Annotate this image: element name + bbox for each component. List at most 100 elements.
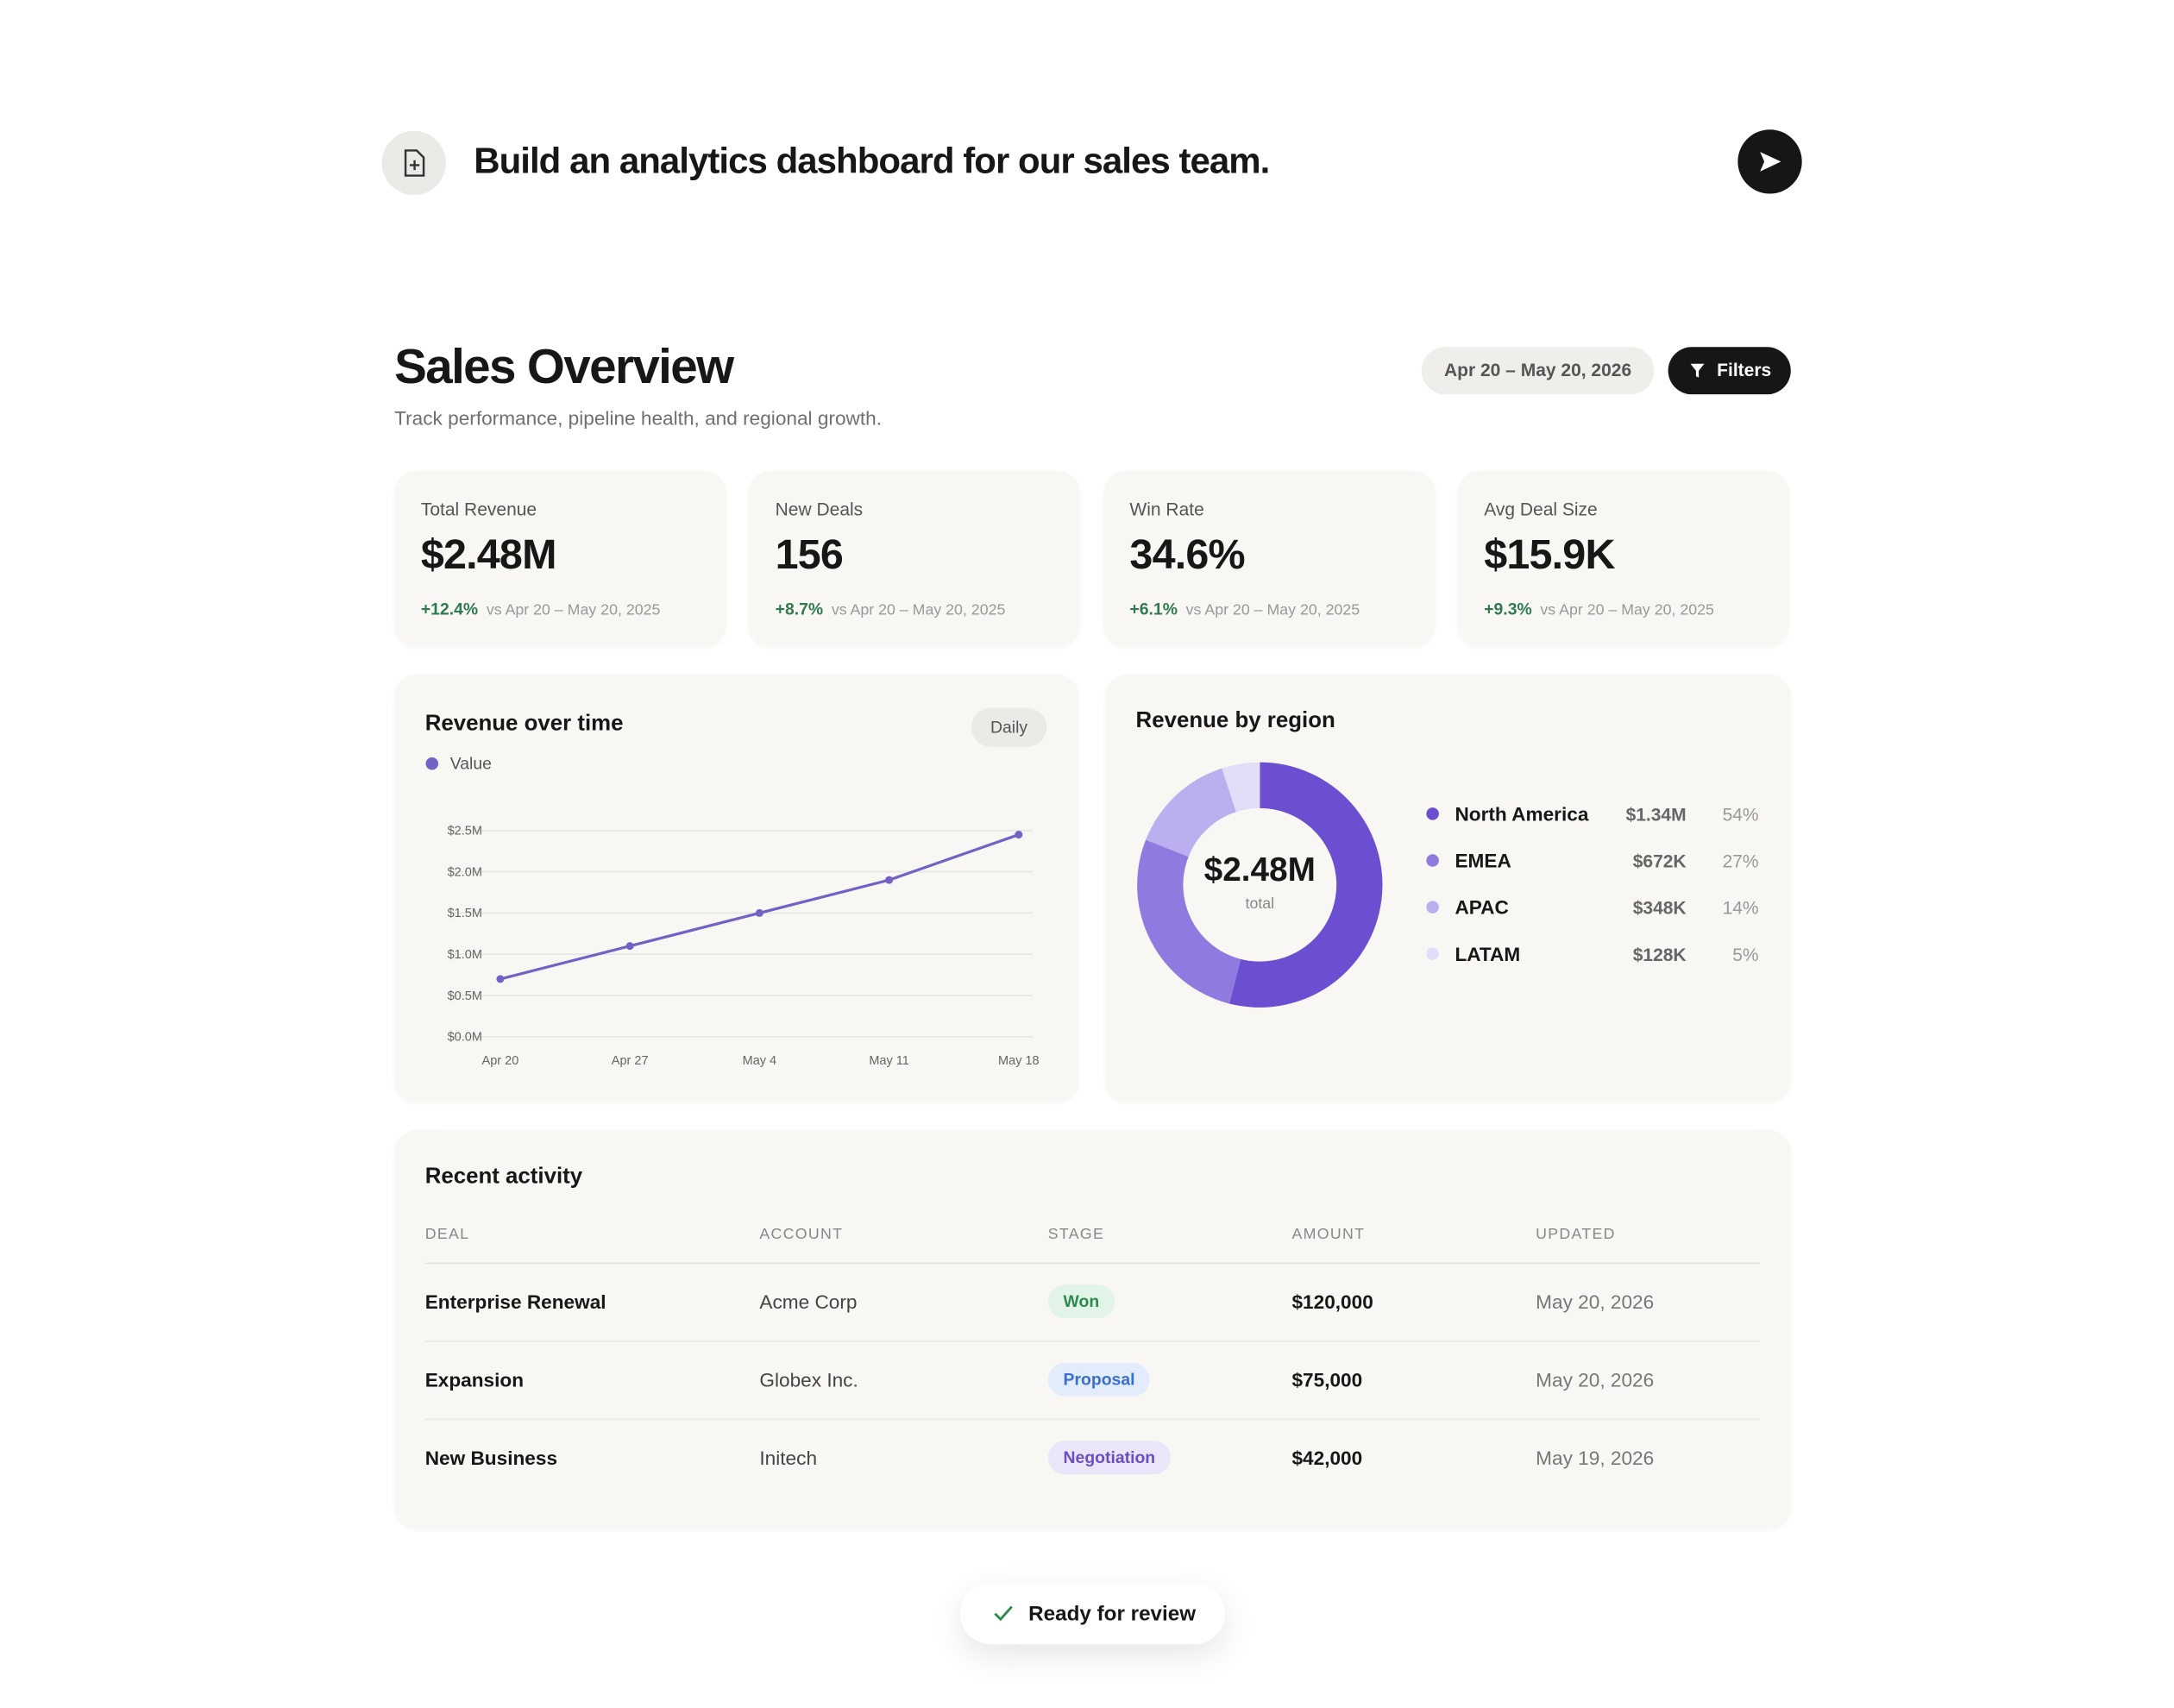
kpi-label: Avg Deal Size [1484,499,1598,520]
page-title: Sales Overview [394,340,734,395]
send-button[interactable] [1737,129,1802,194]
legend-percent: 27% [1723,852,1759,872]
legend-label: EMEA [1455,851,1511,872]
status-pill: Ready for review [960,1583,1225,1645]
x-tick-label: May 4 [743,1054,777,1068]
kpi-change-row: +8.7% vs Apr 20 – May 20, 2025 [776,600,1006,619]
kpi-change: +8.7% [775,599,824,619]
legend-swatch [1426,901,1439,914]
kpi-label: Total Revenue [420,499,537,520]
y-tick-label: $0.5M [448,989,482,1003]
legend-label: North America [1455,803,1588,825]
kpi-label: New Deals [775,499,864,520]
legend-label: Value [450,755,492,774]
kpi-value: $15.9K [1484,532,1615,579]
legend-label: LATAM [1455,944,1520,965]
column-header: STAGE [1047,1226,1105,1243]
header-divider [424,1262,1761,1265]
kpi-change-row: +12.4% vs Apr 20 – May 20, 2025 [421,600,661,619]
kpi-value: $2.48M [420,532,557,579]
column-header: ACCOUNT [759,1226,844,1243]
kpi-value: 34.6% [1129,532,1245,579]
prompt-text: Build an analytics dashboard for our sal… [474,139,1270,181]
attach-button[interactable] [381,130,446,196]
legend-swatch [1426,854,1439,867]
table-cell: Enterprise Renewal [424,1290,606,1313]
kpi-card: Avg Deal Size $15.9K +9.3% vs Apr 20 – May … [1457,471,1789,647]
chart-title: Revenue by region [1135,709,1335,733]
y-tick-label: $2.5M [448,825,482,838]
table-cell: Expansion [424,1368,525,1391]
page-subtitle: Track performance, pipeline health, and … [394,406,883,430]
data-point [625,942,634,951]
x-tick-label: Apr 27 [612,1054,649,1068]
kpi-change: +9.3% [1484,599,1532,619]
legend-amount: $1.34M [1626,805,1687,825]
attach-icon [404,149,425,177]
kpi-change-row: +6.1% vs Apr 20 – May 20, 2025 [1129,600,1360,619]
legend-percent: 5% [1732,945,1758,965]
donut-segment [1222,762,1260,813]
table-cell: New Business [424,1446,558,1469]
legend-label: APAC [1455,897,1508,919]
legend-percent: 14% [1723,899,1759,919]
y-tick-label: $1.5M [448,907,482,920]
data-point [1015,831,1023,839]
date-range-pill[interactable]: Apr 20 – May 20, 2026 [1421,347,1655,395]
row-divider [424,1341,1761,1342]
filter-icon [1690,363,1705,378]
kpi-change: +6.1% [1129,599,1178,619]
series-line [500,833,1020,981]
legend-swatch [1426,947,1439,960]
stage-badge: Won [1047,1284,1115,1319]
kpi-change-row: +9.3% vs Apr 20 – May 20, 2025 [1484,600,1714,619]
donut-card: Revenue by region North America $1.34M 54%… [1105,674,1791,1102]
table-cell: May 20, 2026 [1536,1290,1655,1313]
x-tick-label: Apr 20 [482,1054,519,1068]
line-card: Revenue over time Daily $0.0M $0.5M $1.0M $… [394,674,1079,1102]
legend-percent: 54% [1723,805,1759,825]
kpi-card: Win Rate 34.6% +6.1% vs Apr 20 – May 20, 20… [1103,471,1436,647]
data-point [496,975,505,983]
donut-center-label: total [1246,895,1275,912]
stage-badge: Negotiation [1047,1441,1171,1475]
legend-amount: $128K [1633,945,1687,965]
table-cell: $120,000 [1291,1290,1373,1313]
filters-label: Filters [1717,359,1772,380]
table-card: Recent activity DEAL ACCOUNT STAGE AMOUNT UP… [394,1130,1791,1529]
data-point [755,908,763,917]
table-cell: Acme Corp [759,1290,858,1313]
y-tick-label: $0.0M [448,1031,482,1045]
kpi-comparison: vs Apr 20 – May 20, 2025 [486,601,661,619]
x-tick-label: May 11 [869,1054,909,1068]
kpi-card: Total Revenue $2.48M +12.4% vs Apr 20 – May… [394,471,726,647]
kpi-comparison: vs Apr 20 – May 20, 2025 [831,601,1006,619]
kpi-label: Win Rate [1129,499,1204,520]
kpi-comparison: vs Apr 20 – May 20, 2025 [1185,601,1360,619]
table-cell: May 19, 2026 [1536,1446,1655,1469]
table-cell: Globex Inc. [759,1368,858,1391]
status-text: Ready for review [1028,1602,1197,1627]
column-header: AMOUNT [1291,1226,1366,1243]
filters-button[interactable]: Filters [1668,347,1791,395]
row-divider [424,1418,1761,1421]
legend-swatch [425,757,439,770]
table-cell: Initech [759,1446,818,1469]
kpi-change: +12.4% [420,599,479,619]
line-chart: $0.0M $0.5M $1.0M $1.5M $2.0M $2.5M Apr 20 Apr … [425,755,1040,1068]
table-cell: $42,000 [1291,1446,1363,1469]
column-header: DEAL [424,1226,470,1243]
donut-segment [1137,839,1241,1004]
legend-swatch [1426,807,1439,820]
donut-chart: North America $1.34M 54% EMEA $672K 27% APAC $3… [1137,762,1759,1008]
stage-badge: Proposal [1047,1362,1151,1397]
table-cell: $75,000 [1291,1368,1363,1391]
data-point [885,876,894,884]
donut-segment [1146,768,1236,857]
donut-center-value: $2.48M [1204,851,1316,889]
granularity-toggle[interactable]: Daily [971,707,1047,747]
y-tick-label: $1.0M [448,948,482,962]
